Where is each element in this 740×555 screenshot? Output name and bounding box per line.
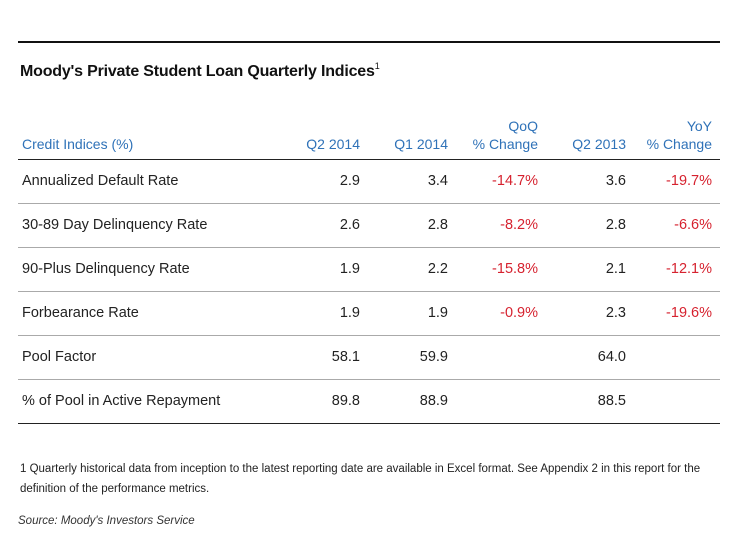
header-yoy-change: YoY% Change xyxy=(634,109,720,159)
cell-qoq-change: -15.8% xyxy=(492,261,538,277)
chart-title: Moody's Private Student Loan Quarterly I… xyxy=(20,61,380,81)
table-row: Pool Factor 58.1 59.9 64.0 xyxy=(18,335,720,379)
cell-q1-2014: 2.8 xyxy=(427,217,448,233)
chart-title-text: Moody's Private Student Loan Quarterly I… xyxy=(20,63,375,80)
cell-yoy-change: -12.1% xyxy=(666,261,712,277)
cell-qoq-change: -8.2% xyxy=(500,217,538,233)
cell-qoq-change xyxy=(456,379,546,423)
header-q1-2014: Q1 2014 xyxy=(368,109,456,159)
header-qoq-change: QoQ% Change xyxy=(456,109,546,159)
header-row: Credit Indices (%) Q2 2014 Q1 2014 QoQ% Cha… xyxy=(18,109,720,159)
cell-q2-2014: 58.1 xyxy=(331,349,360,365)
cell-q1-2014: 88.9 xyxy=(419,393,448,409)
header-credit-indices: Credit Indices (%) xyxy=(18,109,280,159)
cell-q1-2014: 3.4 xyxy=(427,173,448,189)
cell-yoy-change xyxy=(634,379,720,423)
cell-q1-2014: 2.2 xyxy=(427,261,448,277)
header-text: QoQ xyxy=(508,117,538,134)
title-footnote-mark: 1 xyxy=(374,61,380,71)
header-text: YoY xyxy=(686,117,712,134)
table-row: 90-Plus Delinquency Rate 1.9 2.2 -15.8% 2.1 -… xyxy=(18,247,720,291)
cell-qoq-change xyxy=(456,335,546,379)
header-text: % Change xyxy=(646,135,712,152)
header-text: Q2 2013 xyxy=(572,135,626,152)
top-rule xyxy=(18,41,720,43)
cell-q2-2013: 2.1 xyxy=(605,261,626,277)
row-label: 30-89 Day Delinquency Rate xyxy=(22,217,208,233)
table-row: Annualized Default Rate 2.9 3.4 -14.7% 3.6 -1… xyxy=(18,159,720,203)
header-q2-2014: Q2 2014 xyxy=(280,109,368,159)
header-text: Q1 2014 xyxy=(394,135,448,152)
cell-yoy-change xyxy=(634,335,720,379)
row-label: Pool Factor xyxy=(22,349,97,365)
footnote: 1 Quarterly historical data from incepti… xyxy=(20,463,701,495)
header-text: Credit Indices (%) xyxy=(22,135,134,152)
row-label: % of Pool in Active Repayment xyxy=(22,393,221,409)
cell-q2-2013: 88.5 xyxy=(597,393,626,409)
row-label: 90-Plus Delinquency Rate xyxy=(22,261,190,277)
cell-qoq-change: -14.7% xyxy=(492,173,538,189)
table-row: % of Pool in Active Repayment 89.8 88.9 88.… xyxy=(18,379,720,423)
credit-indices-table: Credit Indices (%) Q2 2014 Q1 2014 QoQ% Cha… xyxy=(18,109,720,424)
header-text: % Change xyxy=(472,135,538,152)
table-row: 30-89 Day Delinquency Rate 2.6 2.8 -8.2% 2.8… xyxy=(18,203,720,247)
cell-q1-2014: 59.9 xyxy=(419,349,448,365)
cell-q1-2014: 1.9 xyxy=(427,305,448,321)
table-body: Annualized Default Rate 2.9 3.4 -14.7% 3.6 -1… xyxy=(18,159,720,423)
row-label: Annualized Default Rate xyxy=(22,173,179,189)
cell-q2-2014: 2.9 xyxy=(339,173,360,189)
cell-q2-2013: 2.8 xyxy=(605,217,626,233)
table-row: Forbearance Rate 1.9 1.9 -0.9% 2.3 -19.6% xyxy=(18,291,720,335)
cell-q2-2013: 3.6 xyxy=(605,173,626,189)
cell-q2-2014: 2.6 xyxy=(339,217,360,233)
source-note: Source: Moody's Investors Service xyxy=(18,515,195,527)
row-label: Forbearance Rate xyxy=(22,305,139,321)
cell-q2-2013: 2.3 xyxy=(605,305,626,321)
cell-q2-2014: 89.8 xyxy=(331,393,360,409)
header-q2-2013: Q2 2013 xyxy=(546,109,634,159)
cell-yoy-change: -6.6% xyxy=(674,217,712,233)
cell-q2-2013: 64.0 xyxy=(597,349,626,365)
header-text: Q2 2014 xyxy=(306,135,360,152)
cell-q2-2014: 1.9 xyxy=(339,305,360,321)
cell-q2-2014: 1.9 xyxy=(339,261,360,277)
cell-yoy-change: -19.6% xyxy=(666,305,712,321)
cell-yoy-change: -19.7% xyxy=(666,173,712,189)
cell-qoq-change: -0.9% xyxy=(500,305,538,321)
